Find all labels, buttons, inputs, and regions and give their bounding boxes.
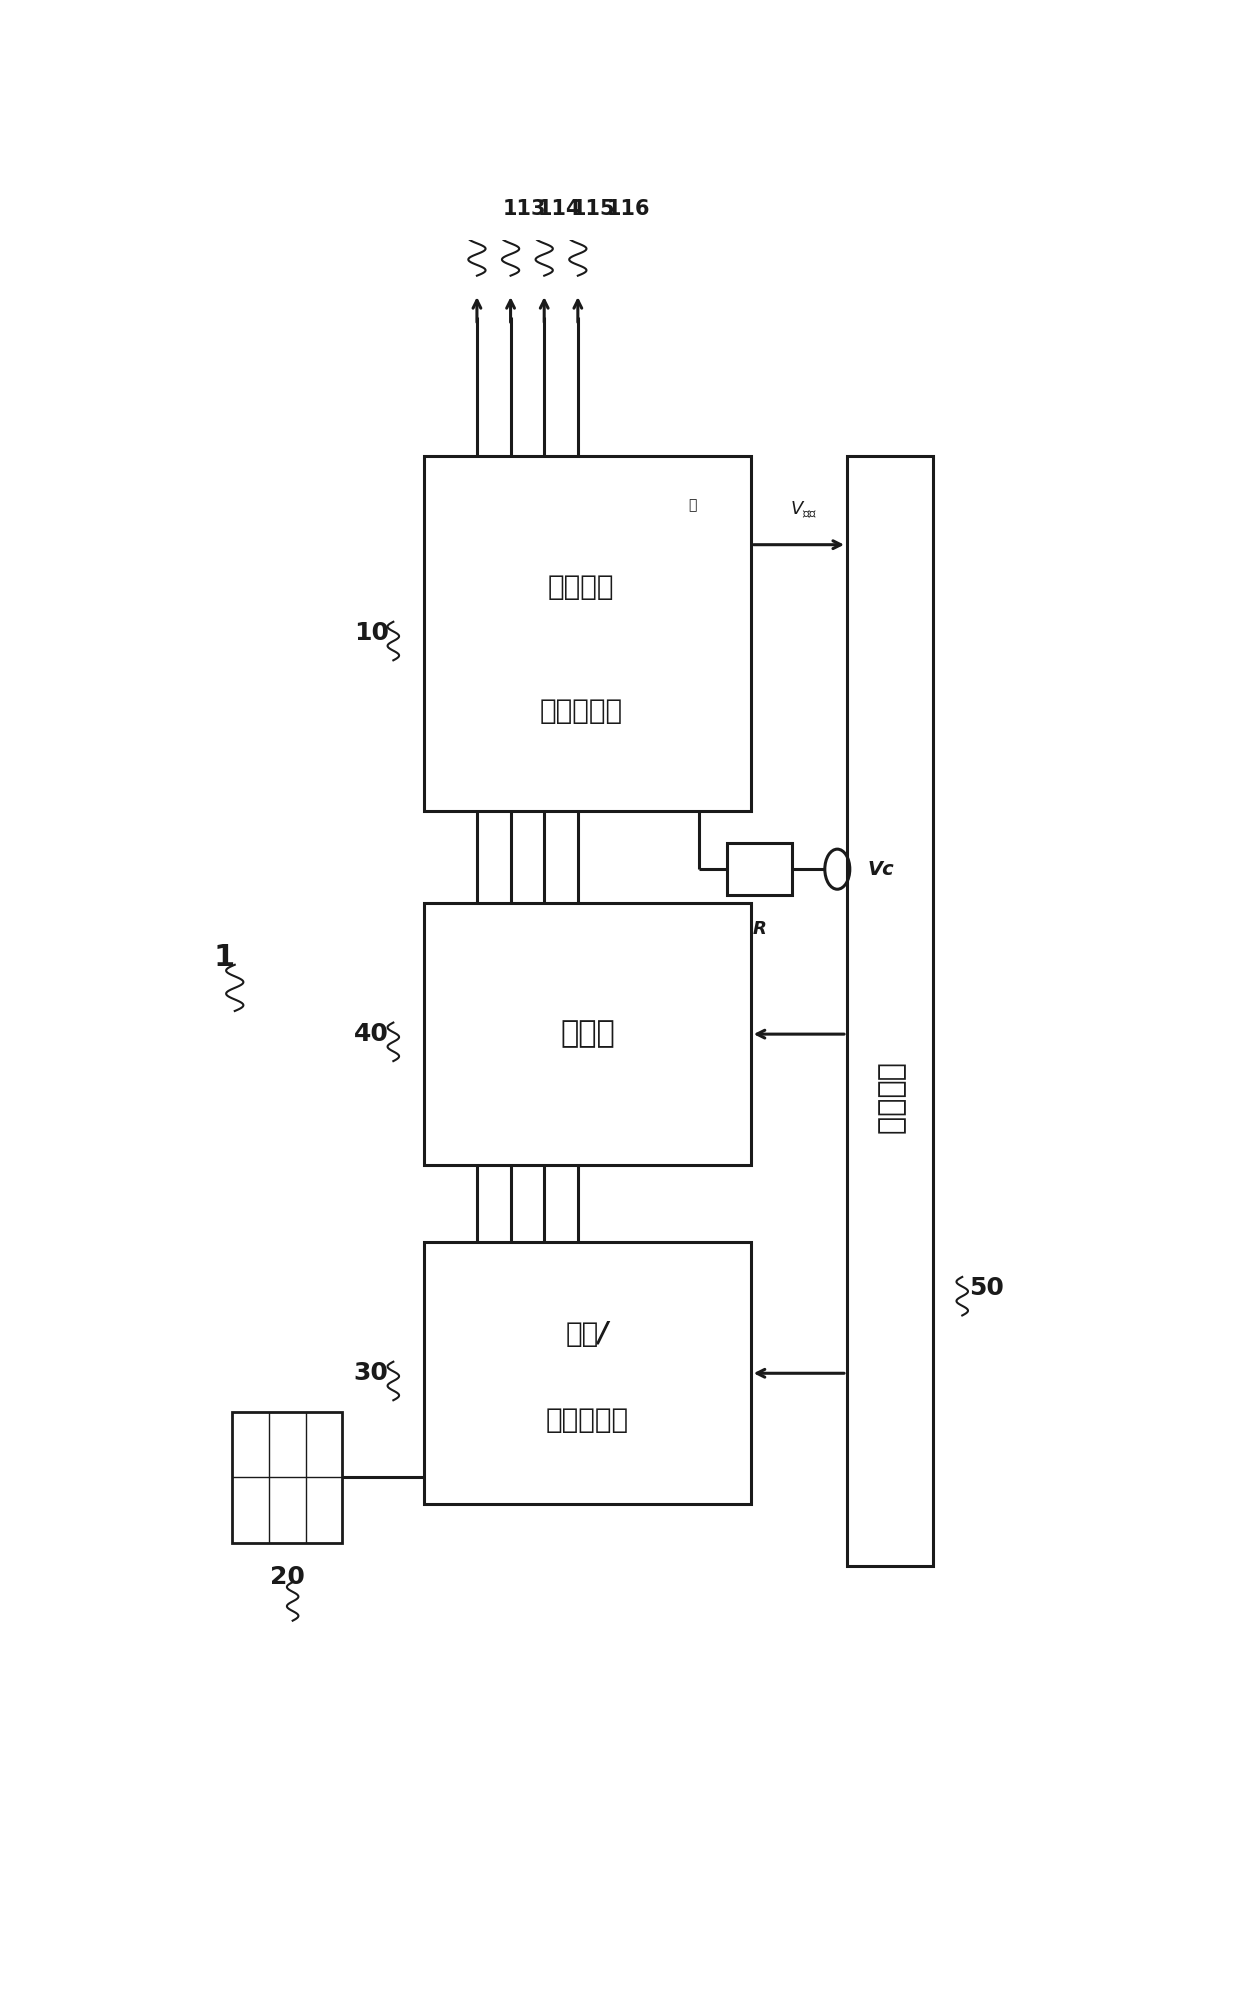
- Bar: [727, 843, 792, 895]
- Text: 控制单元: 控制单元: [875, 1063, 905, 1137]
- Text: 直流变换器: 直流变换器: [546, 1407, 629, 1435]
- Text: 逆变器: 逆变器: [560, 1019, 615, 1049]
- Text: 113: 113: [503, 200, 547, 220]
- Bar: [424, 903, 751, 1165]
- Text: 接地故障: 接地故障: [548, 573, 614, 601]
- Text: Vc: Vc: [867, 859, 894, 879]
- Bar: [424, 1241, 751, 1504]
- Bar: [847, 456, 934, 1566]
- Text: 顺: 顺: [688, 498, 696, 513]
- Text: 30: 30: [353, 1361, 388, 1385]
- Text: $V_{输出}$: $V_{输出}$: [790, 498, 817, 521]
- Text: 1: 1: [213, 943, 234, 971]
- Text: 116: 116: [606, 200, 650, 220]
- Text: 10: 10: [353, 621, 388, 645]
- Bar: [424, 456, 751, 811]
- Bar: [232, 1411, 342, 1544]
- Text: R: R: [753, 921, 766, 939]
- Text: 电流检测器: 电流检测器: [539, 697, 622, 725]
- Text: 115: 115: [572, 200, 616, 220]
- Text: 20: 20: [270, 1566, 305, 1590]
- Text: 40: 40: [353, 1023, 388, 1047]
- Text: 50: 50: [968, 1277, 1003, 1301]
- Text: 114: 114: [537, 200, 582, 220]
- Text: 直流/: 直流/: [565, 1319, 609, 1347]
